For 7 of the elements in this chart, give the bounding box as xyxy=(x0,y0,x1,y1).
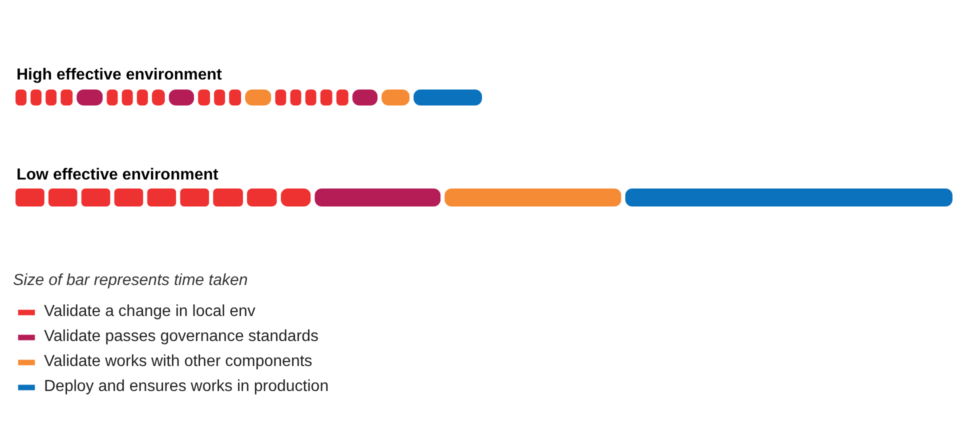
legend-label: Validate a change in local env xyxy=(44,302,256,322)
legend-label: Deploy and ensures works in production xyxy=(44,377,329,397)
legend-title: Size of bar represents time taken xyxy=(13,272,249,290)
legend-label: Validate works with other components xyxy=(44,352,312,372)
y-tick-label: Low effective environment xyxy=(16,166,219,184)
y-tick-label: High effective environment xyxy=(16,66,223,84)
legend-label: Validate passes governance standards xyxy=(44,327,319,347)
